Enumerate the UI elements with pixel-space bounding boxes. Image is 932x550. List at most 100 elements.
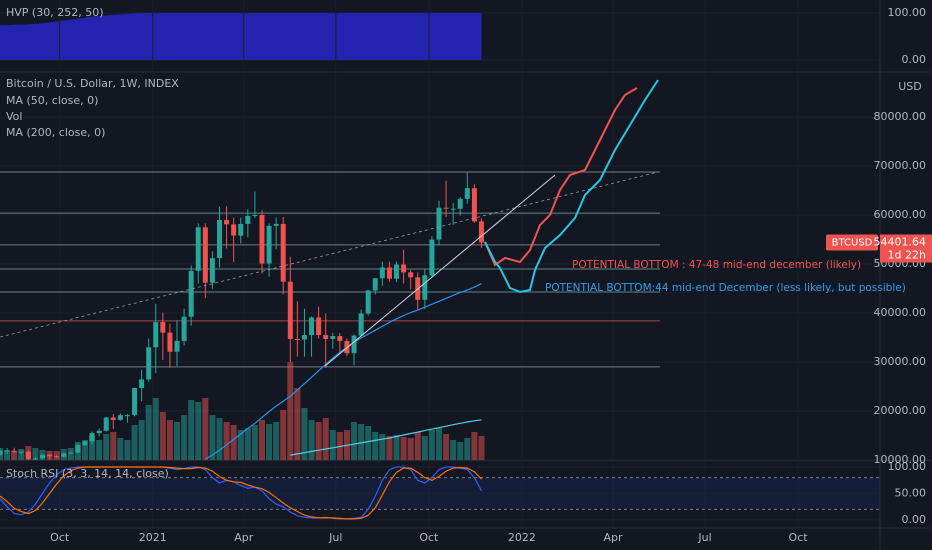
candle-body — [294, 338, 300, 340]
candle-body — [436, 207, 442, 240]
candle-body — [429, 239, 435, 276]
volume-bar — [237, 430, 244, 460]
candle-body — [132, 387, 138, 416]
candle-body — [75, 445, 81, 453]
candle-body — [110, 417, 116, 420]
candle-body — [209, 258, 215, 283]
volume-bar — [266, 424, 273, 460]
volume-bar — [152, 398, 159, 460]
volume-bar — [414, 432, 421, 460]
candle-body — [358, 313, 364, 336]
volume-bar — [407, 438, 414, 460]
candle-body — [408, 272, 414, 278]
volume-bar — [11, 451, 18, 460]
candle-body — [153, 322, 159, 348]
volume-bar — [67, 448, 74, 460]
candle-body — [450, 208, 456, 210]
candle-body — [18, 451, 24, 453]
volume-bar — [81, 440, 88, 460]
symbol-tag — [826, 234, 878, 251]
candle-body — [259, 215, 265, 264]
candle-body — [238, 223, 244, 236]
x-tick-label: Apr — [603, 531, 623, 544]
main-title: Bitcoin / U.S. Dollar, 1W, INDEX — [6, 77, 179, 90]
candle-body — [146, 347, 152, 380]
volume-bar — [181, 415, 188, 460]
candle-body — [202, 227, 208, 283]
annotation: POTENTIAL BOTTOM:44 mid-end December (le… — [545, 282, 906, 294]
candle-body — [54, 456, 60, 458]
candle-body — [231, 224, 237, 236]
volume-bar — [244, 428, 251, 460]
candle-body — [478, 221, 484, 243]
volume-bar — [258, 420, 265, 460]
y-tick-label: 70000.00 — [874, 159, 927, 172]
volume-bar — [315, 422, 322, 460]
candle-body — [280, 223, 286, 282]
volume-bar — [301, 408, 308, 460]
candle-body — [68, 452, 74, 454]
volume-bar — [379, 434, 386, 460]
candle-body — [337, 336, 343, 341]
candle-body — [0, 450, 3, 455]
y-tick-label: 30000.00 — [874, 355, 927, 368]
x-tick-label: 2022 — [508, 531, 536, 544]
currency: USD — [898, 80, 922, 93]
volume-bar — [230, 425, 237, 460]
x-tick-label: Oct — [789, 531, 809, 544]
hvp-title: HVP (30, 252, 50) — [6, 6, 104, 19]
volume-bar — [166, 420, 173, 460]
candle-body — [61, 453, 67, 457]
volume-bar — [280, 410, 287, 460]
candle-body — [443, 207, 449, 209]
y-tick-label: 50.00 — [895, 487, 927, 500]
y-tick-label: 40000.00 — [874, 306, 927, 319]
volume-bar — [273, 422, 280, 460]
volume-bar — [174, 422, 181, 460]
candle-body — [117, 415, 123, 420]
candle-body — [365, 290, 371, 314]
hvp-area — [0, 13, 482, 60]
candle-body — [252, 215, 258, 217]
annotation: POTENTIAL BOTTOM : 47-48 mid-end decembe… — [572, 259, 861, 271]
symbol-label: BTCUSD — [832, 237, 873, 248]
ma-line — [205, 283, 482, 460]
candle-body — [47, 454, 53, 457]
candle-body — [195, 227, 201, 271]
y-tick-label: 60000.00 — [874, 208, 927, 221]
x-tick-label: 2021 — [139, 531, 167, 544]
volume-bar — [435, 428, 442, 460]
volume-bar — [400, 437, 407, 460]
volume-bar — [443, 434, 450, 460]
volume-bar — [138, 420, 145, 460]
candle-body — [82, 441, 88, 446]
candle-body — [471, 188, 477, 222]
candle-body — [103, 417, 109, 431]
legend-vol: Vol — [6, 110, 22, 123]
candle-body — [372, 278, 378, 291]
candle-body — [181, 316, 187, 341]
projection-red — [484, 87, 638, 267]
y-tick-label: 100.00 — [888, 6, 927, 19]
candle-body — [89, 433, 95, 442]
volume-bar — [294, 388, 301, 460]
volume-bar — [329, 430, 336, 460]
volume-bar — [18, 449, 25, 460]
volume-bar — [287, 362, 294, 460]
volume-bar — [308, 420, 315, 460]
projection-cyan — [484, 79, 659, 294]
volume-bar — [159, 412, 166, 460]
volume-bar — [117, 438, 124, 460]
volume-bar — [372, 432, 379, 460]
volume-bar — [124, 440, 131, 460]
candle-body — [25, 451, 31, 459]
volume-bar — [145, 405, 152, 460]
y-tick-label: 80000.00 — [874, 110, 927, 123]
stoch-line — [0, 466, 482, 520]
volume-bar — [195, 402, 202, 460]
candle-body — [422, 275, 428, 300]
legend-ma50: MA (50, close, 0) — [6, 94, 98, 107]
candle-body — [351, 335, 357, 354]
